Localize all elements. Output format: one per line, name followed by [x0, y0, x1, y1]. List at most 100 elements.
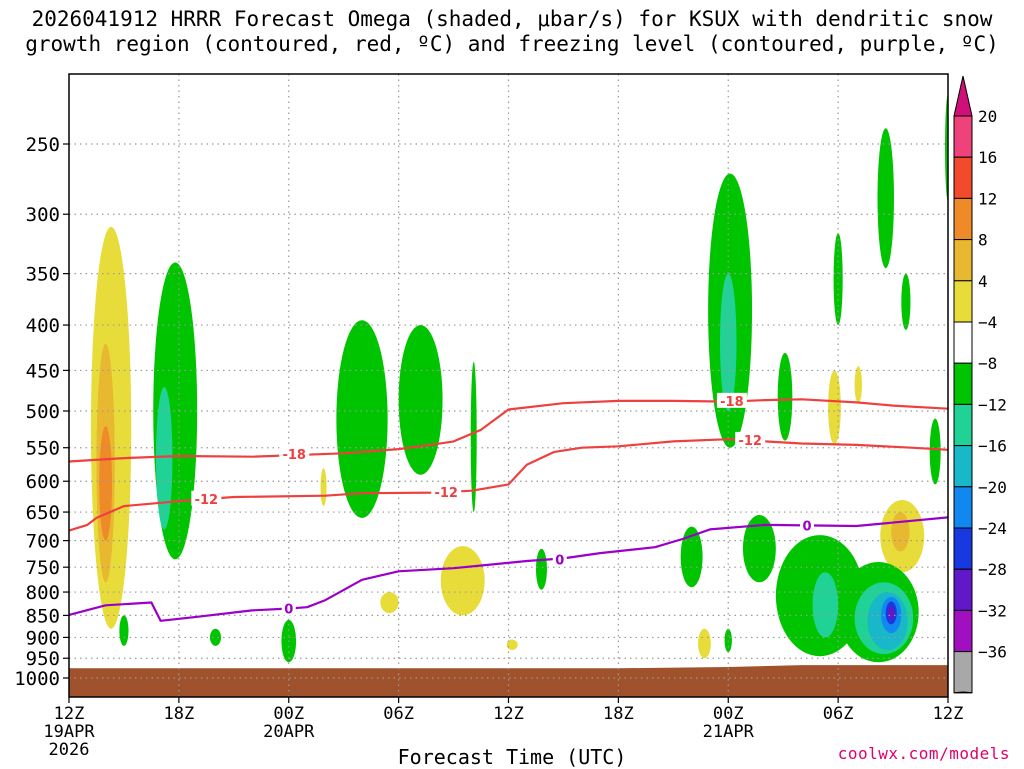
contour-label: 0 [284, 603, 293, 618]
omega-region [720, 273, 737, 411]
contour-label-bg [281, 600, 296, 616]
colorbar-label: 8 [978, 231, 988, 250]
y-tick-label: 600 [26, 471, 60, 493]
grid [69, 74, 948, 697]
colorbar-label: −32 [978, 601, 1007, 620]
contour-label-bg [735, 431, 766, 447]
omega-region [901, 273, 911, 330]
colorbar-swatch [953, 197, 973, 241]
colorbar-swatch [953, 156, 973, 199]
contour-label-bg [799, 517, 814, 533]
y-tick-label: 650 [26, 502, 60, 524]
contour-label: 0 [555, 553, 564, 568]
colorbar-label: −28 [978, 560, 1007, 579]
plot-area: -18 -12 -12 -18 -12 0 0 0 [68, 74, 949, 697]
contour-label: -18 [282, 448, 306, 463]
omega-region [724, 628, 732, 653]
x-tick-label: 19APR [43, 722, 95, 742]
x-tick-label: 06Z [383, 704, 414, 724]
contour-label-bg [431, 483, 462, 499]
contour-label: -18 [720, 395, 744, 410]
y-tick-label: 350 [26, 264, 60, 286]
plot-inner [69, 94, 948, 697]
colorbar-label: −12 [978, 395, 1007, 414]
omega-region [336, 320, 388, 518]
contour--12 [68, 438, 949, 532]
omega-region [398, 325, 443, 475]
colorbar-swatch [953, 527, 973, 570]
colorbar-label: −4 [978, 313, 997, 332]
y-tick-label: 750 [26, 557, 60, 579]
omega-region [380, 592, 399, 614]
omega-region [155, 387, 173, 530]
contour-label-bg [279, 445, 310, 461]
omega-region [929, 418, 941, 485]
contour-label: -12 [195, 493, 219, 508]
axes: 2503003504004505005506006507007508008509… [14, 73, 964, 760]
colorbar-swatch [953, 486, 973, 529]
x-tick-label: 21APR [703, 722, 755, 742]
colorbar-swatch [953, 651, 973, 694]
colorbar-label: 4 [978, 272, 988, 291]
chart-title-line-1: 2026041912 HRRR Forecast Omega (shaded, … [31, 7, 993, 31]
y-tick-label: 800 [26, 582, 60, 604]
y-tick-label: 400 [26, 315, 60, 337]
x-tick-label: 20APR [263, 722, 315, 742]
colorbar-label: −16 [978, 437, 1007, 456]
colorbar-swatch [953, 321, 973, 364]
credit-link[interactable]: coolwx.com/models [837, 744, 1010, 763]
colorbar-extend-bottom [953, 691, 973, 694]
omega-region [119, 615, 129, 646]
y-tick-label: 900 [26, 627, 60, 649]
colorbar-label: −8 [978, 354, 997, 373]
colorbar-label: 16 [978, 148, 997, 167]
x-tick-label: 18Z [603, 704, 634, 724]
omega-region [742, 515, 776, 583]
contour-0 [68, 516, 949, 622]
colorbar-swatch [953, 362, 973, 405]
colorbar-swatch [953, 445, 973, 488]
contour-label: 0 [802, 519, 811, 534]
contour--18 [68, 398, 949, 463]
chart-title-line-2: growth region (contoured, red, ºC) and f… [25, 32, 999, 56]
omega-region [854, 366, 862, 404]
omega-region [506, 639, 518, 651]
x-tick-label: 00Z [273, 704, 304, 724]
omega-region [833, 233, 843, 326]
x-tick-label: 00Z [713, 704, 744, 724]
omega-region [877, 128, 894, 269]
y-tick-label: 250 [26, 134, 60, 156]
omega-region [891, 512, 910, 552]
ground-terrain [69, 665, 948, 697]
y-tick-label: 700 [26, 531, 60, 553]
colorbar-label: 20 [978, 107, 997, 126]
colorbar-swatch [953, 280, 973, 323]
omega-region [777, 352, 793, 441]
omega-region [828, 370, 841, 445]
colorbar-swatch [953, 403, 973, 447]
x-axis-label: Forecast Time (UTC) [397, 745, 627, 769]
x-tick-label: 18Z [164, 704, 195, 724]
y-tick-label: 950 [26, 648, 60, 670]
y-tick-label: 450 [26, 360, 60, 382]
y-tick-label: 500 [26, 401, 60, 423]
x-tick-label: 12Z [933, 704, 964, 724]
omega-region [320, 468, 327, 507]
y-tick-label: 850 [26, 605, 60, 627]
contour-label-bg [716, 392, 747, 408]
omega-region [470, 361, 477, 513]
y-tick-label: 550 [26, 438, 60, 460]
colorbar-swatch [953, 609, 973, 653]
y-tick-label: 300 [26, 204, 60, 226]
omega-region [99, 426, 113, 541]
omega-region [535, 548, 547, 590]
x-tick-label: 06Z [823, 704, 854, 724]
x-tick-label: 12Z [54, 704, 85, 724]
omega-region [698, 628, 711, 659]
contour-label-bg [552, 551, 567, 567]
x-tick-label: 2026 [49, 740, 90, 760]
colorbar-label: 12 [978, 189, 997, 208]
omega-region [440, 546, 485, 616]
colorbar: 20 16 12 8 4 −4 −8 −12 −16 −20 −24 −28 −32 −36 [953, 75, 1007, 694]
